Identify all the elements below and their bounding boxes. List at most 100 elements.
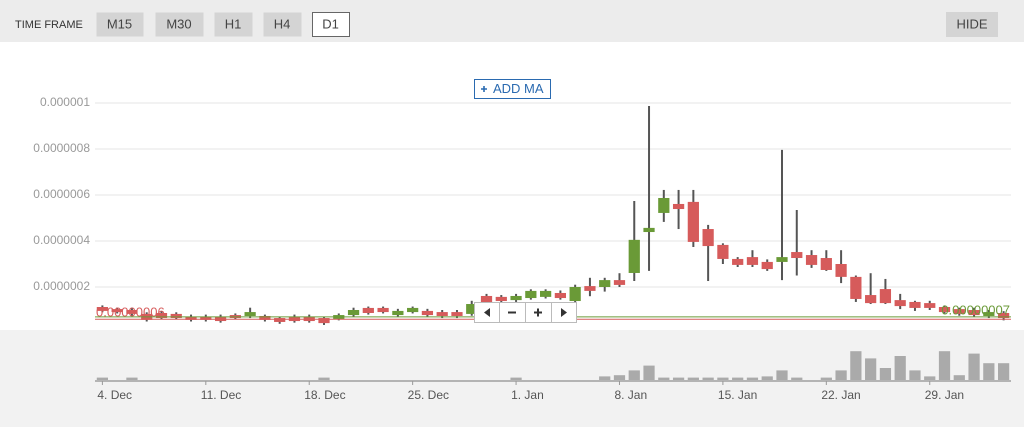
candle-body xyxy=(732,258,744,265)
volume-bar xyxy=(761,376,773,380)
x-tick-label: 18. Dec xyxy=(304,388,345,402)
volume-bar xyxy=(599,376,611,380)
candle-body xyxy=(850,276,862,299)
x-tick-label: 11. Dec xyxy=(201,388,241,402)
volume-bar xyxy=(732,377,744,380)
candle-body xyxy=(185,316,197,320)
candle-body xyxy=(835,264,847,277)
hide-button[interactable] xyxy=(946,12,998,37)
candle-body xyxy=(377,307,389,313)
volume-bar xyxy=(791,377,803,380)
volume-bar xyxy=(613,375,626,380)
candle-body xyxy=(274,318,286,322)
candle-body xyxy=(702,229,714,247)
volume-bar xyxy=(865,358,877,380)
candle-body xyxy=(170,313,182,319)
timeframe-button[interactable] xyxy=(263,12,302,37)
candle-body xyxy=(746,257,759,265)
volume-bar xyxy=(510,377,522,380)
navigator xyxy=(474,302,577,323)
candle-body xyxy=(436,312,448,316)
candle-body xyxy=(938,307,951,313)
candle-body xyxy=(805,255,818,265)
volume-bar xyxy=(126,377,138,380)
volume-bar xyxy=(968,353,980,380)
candle-body xyxy=(466,304,478,314)
candle-body xyxy=(894,300,906,307)
y-tick-label: 0.000001 xyxy=(40,95,90,109)
timeframe-label[interactable]: M15 xyxy=(107,16,132,31)
y-tick-label: 0.0000006 xyxy=(33,187,90,201)
candle-body xyxy=(362,307,374,313)
candle-body xyxy=(776,257,788,262)
volume-bar xyxy=(879,368,892,380)
volume-bar xyxy=(628,370,640,380)
candle-body xyxy=(717,244,729,259)
nav-zoom-in-icon xyxy=(534,308,542,317)
candle-body xyxy=(599,280,611,287)
volume-bar xyxy=(953,375,965,380)
candle-body xyxy=(761,261,773,270)
hide-label[interactable]: HIDE xyxy=(956,16,987,31)
candle-body xyxy=(407,307,419,313)
volume-bar xyxy=(924,376,936,380)
x-tick-label: 4. Dec xyxy=(97,388,132,402)
add-ma-button[interactable] xyxy=(474,79,551,99)
timeframe-label[interactable]: H1 xyxy=(225,16,242,31)
toolbar xyxy=(0,0,1024,42)
candle-body xyxy=(968,310,980,316)
timeframe-button[interactable] xyxy=(96,12,144,37)
candle-body xyxy=(584,286,596,291)
candle-body xyxy=(865,295,877,304)
candle-body xyxy=(909,301,921,308)
add-ma-icon xyxy=(481,86,487,92)
volume-bar xyxy=(746,377,759,380)
candle-body xyxy=(480,295,493,307)
x-tick-label: 1. Jan xyxy=(511,388,544,402)
candle-body xyxy=(569,287,581,302)
timeframe-label[interactable]: D1 xyxy=(322,16,339,31)
volume-bar xyxy=(717,377,729,380)
volume-bar xyxy=(850,351,862,380)
timeframe-label[interactable]: M30 xyxy=(166,16,191,31)
candle-body xyxy=(525,290,537,299)
y-tick-label: 0.0000004 xyxy=(33,233,90,247)
volume-bar xyxy=(318,377,330,380)
volume-bar xyxy=(820,377,832,380)
candle-body xyxy=(613,280,626,285)
candle-body xyxy=(983,312,995,316)
candle-body xyxy=(672,203,685,210)
timeframe-button[interactable] xyxy=(155,12,204,37)
price-line-label: 0.00000006 xyxy=(96,305,165,320)
volume-bar xyxy=(909,370,921,380)
toolbar-label: TIME FRAME xyxy=(15,19,83,31)
volume-bar xyxy=(776,370,788,380)
timeframe-button[interactable] xyxy=(312,12,350,37)
candle-body xyxy=(111,309,123,313)
y-tick-label: 0.0000008 xyxy=(33,141,90,155)
candle-body xyxy=(244,312,256,316)
candle-body xyxy=(687,201,699,242)
candle-body xyxy=(997,312,1010,319)
timeframe-button[interactable] xyxy=(214,12,253,37)
volume-bar xyxy=(702,377,714,380)
candle-body xyxy=(96,307,109,311)
x-tick-label: 15. Jan xyxy=(718,388,757,402)
volume-bar xyxy=(643,365,655,380)
volume-bar xyxy=(672,377,685,380)
nav-right-icon xyxy=(561,308,567,317)
candle-body xyxy=(953,309,965,314)
add-ma-label[interactable]: ADD MA xyxy=(493,81,544,96)
candle-body xyxy=(200,316,212,320)
candle-body xyxy=(259,315,271,320)
volume-bar xyxy=(894,356,906,380)
volume-bar xyxy=(687,377,699,380)
volume-bar xyxy=(658,377,670,380)
candle-body xyxy=(347,310,360,316)
candle-body xyxy=(318,318,330,324)
volume-bar xyxy=(983,363,995,380)
timeframe-label[interactable]: H4 xyxy=(274,16,291,31)
volume-bar xyxy=(96,377,109,380)
